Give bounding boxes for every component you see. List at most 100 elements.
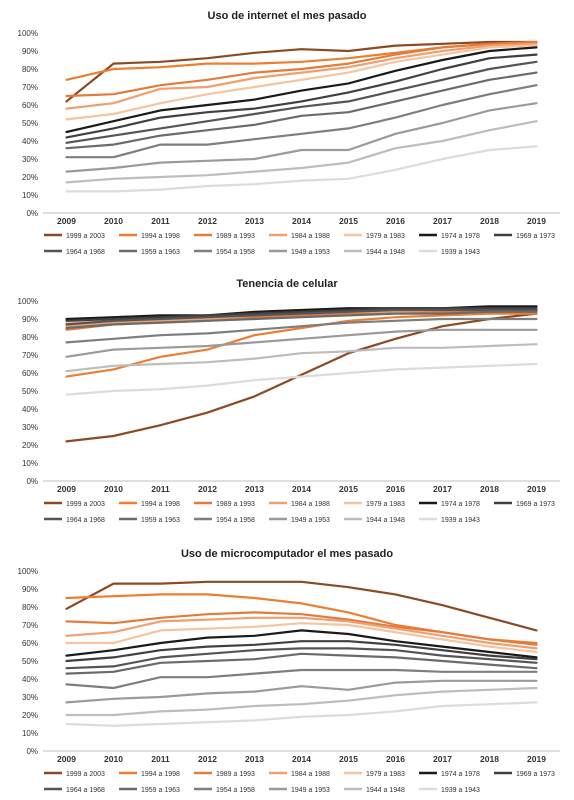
- series-line-1944-a-1948: [65, 686, 538, 717]
- y-tick-label: 40%: [22, 137, 38, 146]
- series-line-1939-a-1943: [65, 701, 538, 727]
- legend-label: 1969 a 1973: [516, 771, 555, 778]
- series-line-1999-a-2003: [65, 40, 538, 103]
- x-tick-label: 2009: [57, 754, 76, 764]
- x-tick-label: 2012: [198, 484, 217, 494]
- series-line-1999-a-2003: [65, 312, 538, 443]
- legend-label: 1984 a 1988: [291, 501, 330, 508]
- y-tick-label: 30%: [22, 423, 38, 432]
- y-tick-label: 80%: [22, 333, 38, 342]
- y-tick-label: 70%: [22, 621, 38, 630]
- legend-label: 1999 a 2003: [66, 771, 105, 778]
- legend-label: 1989 a 1993: [216, 501, 255, 508]
- series-line-1949-a-1953: [65, 328, 538, 358]
- legend-label: 1974 a 1978: [441, 501, 480, 508]
- series-line-1974-a-1978: [65, 46, 538, 134]
- x-tick-label: 2013: [245, 484, 264, 494]
- x-tick-label: 2009: [57, 216, 76, 226]
- x-tick-label: 2014: [292, 216, 311, 226]
- y-tick-label: 20%: [22, 441, 38, 450]
- x-tick-label: 2019: [527, 754, 546, 764]
- legend-label: 1994 a 1998: [141, 501, 180, 508]
- chart-title: Uso de microcomputador el mes pasado: [181, 548, 393, 560]
- x-tick-label: 2011: [151, 484, 170, 494]
- legend-label: 1994 a 1998: [141, 233, 180, 240]
- x-tick-label: 2013: [245, 754, 264, 764]
- series-line-1994-a-1998: [65, 312, 538, 378]
- x-tick-label: 2013: [245, 216, 264, 226]
- y-tick-label: 70%: [22, 83, 38, 92]
- series-line-1954-a-1958: [65, 668, 538, 690]
- series-line-1954-a-1958: [65, 317, 538, 344]
- series-line-1939-a-1943: [65, 145, 538, 193]
- y-tick-label: 100%: [18, 297, 38, 306]
- series-line-1979-a-1983: [65, 622, 538, 654]
- legend-label: 1964 a 1968: [66, 249, 105, 256]
- x-tick-label: 2018: [480, 754, 499, 764]
- x-tick-label: 2010: [104, 754, 123, 764]
- y-tick-label: 100%: [18, 567, 38, 576]
- legend-label: 1954 a 1958: [216, 787, 255, 794]
- x-tick-label: 2017: [433, 216, 452, 226]
- legend-label: 1939 a 1943: [441, 249, 480, 256]
- x-tick-label: 2019: [527, 216, 546, 226]
- legend-label: 1939 a 1943: [441, 517, 480, 524]
- y-tick-label: 50%: [22, 119, 38, 128]
- legend-label: 1974 a 1978: [441, 771, 480, 778]
- legend-label: 1989 a 1993: [216, 771, 255, 778]
- y-tick-label: 90%: [22, 315, 38, 324]
- x-tick-label: 2012: [198, 754, 217, 764]
- series-line-1964-a-1968: [65, 308, 538, 326]
- series-line-1949-a-1953: [65, 102, 538, 173]
- legend-label: 1944 a 1948: [366, 517, 405, 524]
- y-tick-label: 0%: [26, 209, 38, 218]
- y-tick-label: 80%: [22, 65, 38, 74]
- legend-label: 1954 a 1958: [216, 249, 255, 256]
- x-tick-label: 2011: [151, 216, 170, 226]
- series-line-1959-a-1963: [65, 652, 538, 675]
- legend-label: 1979 a 1983: [366, 233, 405, 240]
- chart-title: Uso de internet el mes pasado: [208, 10, 367, 22]
- y-tick-label: 60%: [22, 639, 38, 648]
- y-tick-label: 80%: [22, 603, 38, 612]
- legend-label: 1984 a 1988: [291, 233, 330, 240]
- legend-label: 1959 a 1963: [141, 517, 180, 524]
- legend-label: 1949 a 1953: [291, 517, 330, 524]
- legend-label: 1989 a 1993: [216, 233, 255, 240]
- x-tick-label: 2017: [433, 484, 452, 494]
- x-tick-label: 2012: [198, 216, 217, 226]
- series-line-1944-a-1948: [65, 120, 538, 184]
- series-line-1984-a-1988: [65, 42, 538, 110]
- x-tick-label: 2016: [386, 484, 405, 494]
- legend-label: 1969 a 1973: [516, 501, 555, 508]
- series-line-1949-a-1953: [65, 679, 538, 704]
- x-tick-label: 2015: [339, 484, 358, 494]
- y-tick-label: 0%: [26, 477, 38, 486]
- y-tick-label: 70%: [22, 351, 38, 360]
- legend-label: 1984 a 1988: [291, 771, 330, 778]
- y-tick-label: 100%: [18, 29, 38, 38]
- y-tick-label: 20%: [22, 173, 38, 182]
- x-tick-label: 2009: [57, 484, 76, 494]
- series-line-1984-a-1988: [65, 616, 538, 650]
- x-tick-label: 2018: [480, 216, 499, 226]
- x-tick-label: 2014: [292, 484, 311, 494]
- legend-label: 1944 a 1948: [366, 249, 405, 256]
- x-tick-label: 2015: [339, 216, 358, 226]
- series-line-1979-a-1983: [65, 44, 538, 121]
- legend-label: 1964 a 1968: [66, 517, 105, 524]
- legend-label: 1959 a 1963: [141, 787, 180, 794]
- y-tick-label: 60%: [22, 369, 38, 378]
- legend-label: 1994 a 1998: [141, 771, 180, 778]
- cellphone-ownership-chart: Tenencia de celular 0% 10% 20% 30% 40% 50% 60% 7…: [18, 278, 560, 524]
- series-line-1989-a-1993: [65, 40, 538, 98]
- y-tick-label: 30%: [22, 155, 38, 164]
- y-tick-label: 10%: [22, 459, 38, 468]
- x-tick-label: 2019: [527, 484, 546, 494]
- series-line-1969-a-1973: [65, 307, 538, 322]
- series-line-1944-a-1948: [65, 343, 538, 373]
- legend-label: 1979 a 1983: [366, 771, 405, 778]
- legend-label: 1979 a 1983: [366, 501, 405, 508]
- legend-label: 1939 a 1943: [441, 787, 480, 794]
- y-tick-label: 50%: [22, 657, 38, 666]
